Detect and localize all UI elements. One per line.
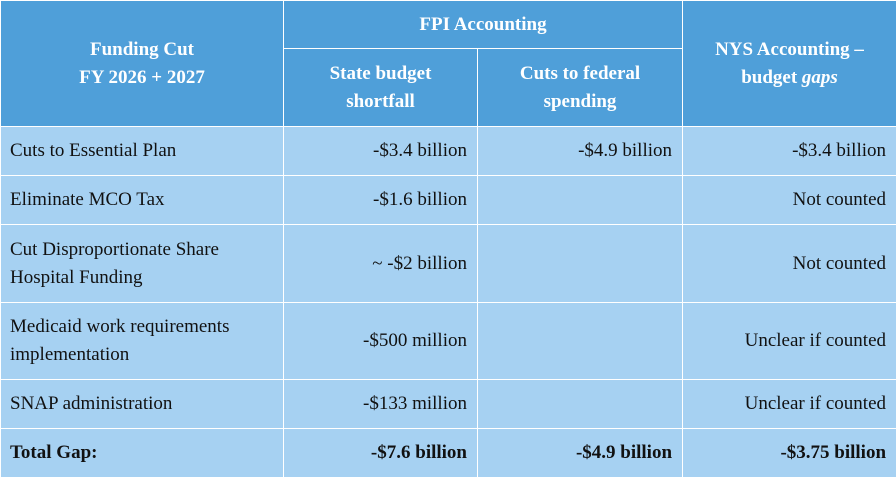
header-federal-line2: spending (544, 91, 617, 112)
cell-nys-gap: Unclear if counted (683, 380, 896, 429)
table-row: Cut Disproportionate Share Hospital Fund… (1, 225, 896, 303)
cell-federal-cuts: -$4.9 billion (478, 127, 683, 176)
cell-nys-gap: Unclear if counted (683, 303, 896, 380)
row-label: Medicaid work requirements implementatio… (1, 303, 284, 380)
header-funding-cut-line1: Funding Cut (90, 39, 194, 60)
row-label-line1: Cut Disproportionate Share (10, 239, 219, 260)
header-funding-cut-line2: FY 2026 + 2027 (79, 67, 205, 88)
header-fpi-accounting: FPI Accounting (284, 1, 683, 49)
total-federal-cuts: -$4.9 billion (478, 429, 683, 478)
cell-state-shortfall: -$500 million (284, 303, 478, 380)
header-state-line2: shortfall (346, 91, 415, 112)
header-cuts-federal-spending: Cuts to federal spending (478, 49, 683, 127)
header-nys-line1: NYS Accounting – (715, 39, 864, 60)
total-nys-gap: -$3.75 billion (683, 429, 896, 478)
row-label-line2: implementation (10, 344, 129, 365)
header-federal-line1: Cuts to federal (520, 63, 640, 84)
total-label: Total Gap: (1, 429, 284, 478)
row-label: SNAP administration (1, 380, 284, 429)
header-fpi-label: FPI Accounting (419, 14, 546, 35)
cell-state-shortfall: -$3.4 billion (284, 127, 478, 176)
cell-federal-cuts (478, 225, 683, 303)
row-label: Cut Disproportionate Share Hospital Fund… (1, 225, 284, 303)
total-state-shortfall: -$7.6 billion (284, 429, 478, 478)
row-label: Eliminate MCO Tax (1, 176, 284, 225)
header-row-top: Funding Cut FY 2026 + 2027 FPI Accountin… (1, 1, 896, 49)
cell-nys-gap: Not counted (683, 225, 896, 303)
table-row: Medicaid work requirements implementatio… (1, 303, 896, 380)
row-label-line2: Hospital Funding (10, 267, 142, 288)
table-row: SNAP administration -$133 million Unclea… (1, 380, 896, 429)
cell-nys-gap: -$3.4 billion (683, 127, 896, 176)
row-label-line1: Medicaid work requirements (10, 316, 229, 337)
cell-federal-cuts (478, 176, 683, 225)
cell-federal-cuts (478, 303, 683, 380)
row-label-line1: Cuts to Essential Plan (10, 140, 176, 161)
table-row: Cuts to Essential Plan -$3.4 billion -$4… (1, 127, 896, 176)
row-label-line1: Eliminate MCO Tax (10, 189, 165, 210)
header-nys-line2-prefix: budget (741, 67, 802, 88)
header-nys-accounting: NYS Accounting – budget gaps (683, 1, 896, 127)
cell-state-shortfall: ~ -$2 billion (284, 225, 478, 303)
header-state-line1: State budget (330, 63, 432, 84)
cell-state-shortfall: -$133 million (284, 380, 478, 429)
cell-nys-gap: Not counted (683, 176, 896, 225)
table-row: Eliminate MCO Tax -$1.6 billion Not coun… (1, 176, 896, 225)
row-label: Cuts to Essential Plan (1, 127, 284, 176)
cell-federal-cuts (478, 380, 683, 429)
header-nys-line2-italic: gaps (802, 67, 838, 88)
header-funding-cut: Funding Cut FY 2026 + 2027 (1, 1, 284, 127)
table-body: Cuts to Essential Plan -$3.4 billion -$4… (1, 127, 896, 478)
table-header: Funding Cut FY 2026 + 2027 FPI Accountin… (1, 1, 896, 127)
header-state-budget-shortfall: State budget shortfall (284, 49, 478, 127)
total-row: Total Gap: -$7.6 billion -$4.9 billion -… (1, 429, 896, 478)
row-label-line1: SNAP administration (10, 393, 172, 414)
cell-state-shortfall: -$1.6 billion (284, 176, 478, 225)
